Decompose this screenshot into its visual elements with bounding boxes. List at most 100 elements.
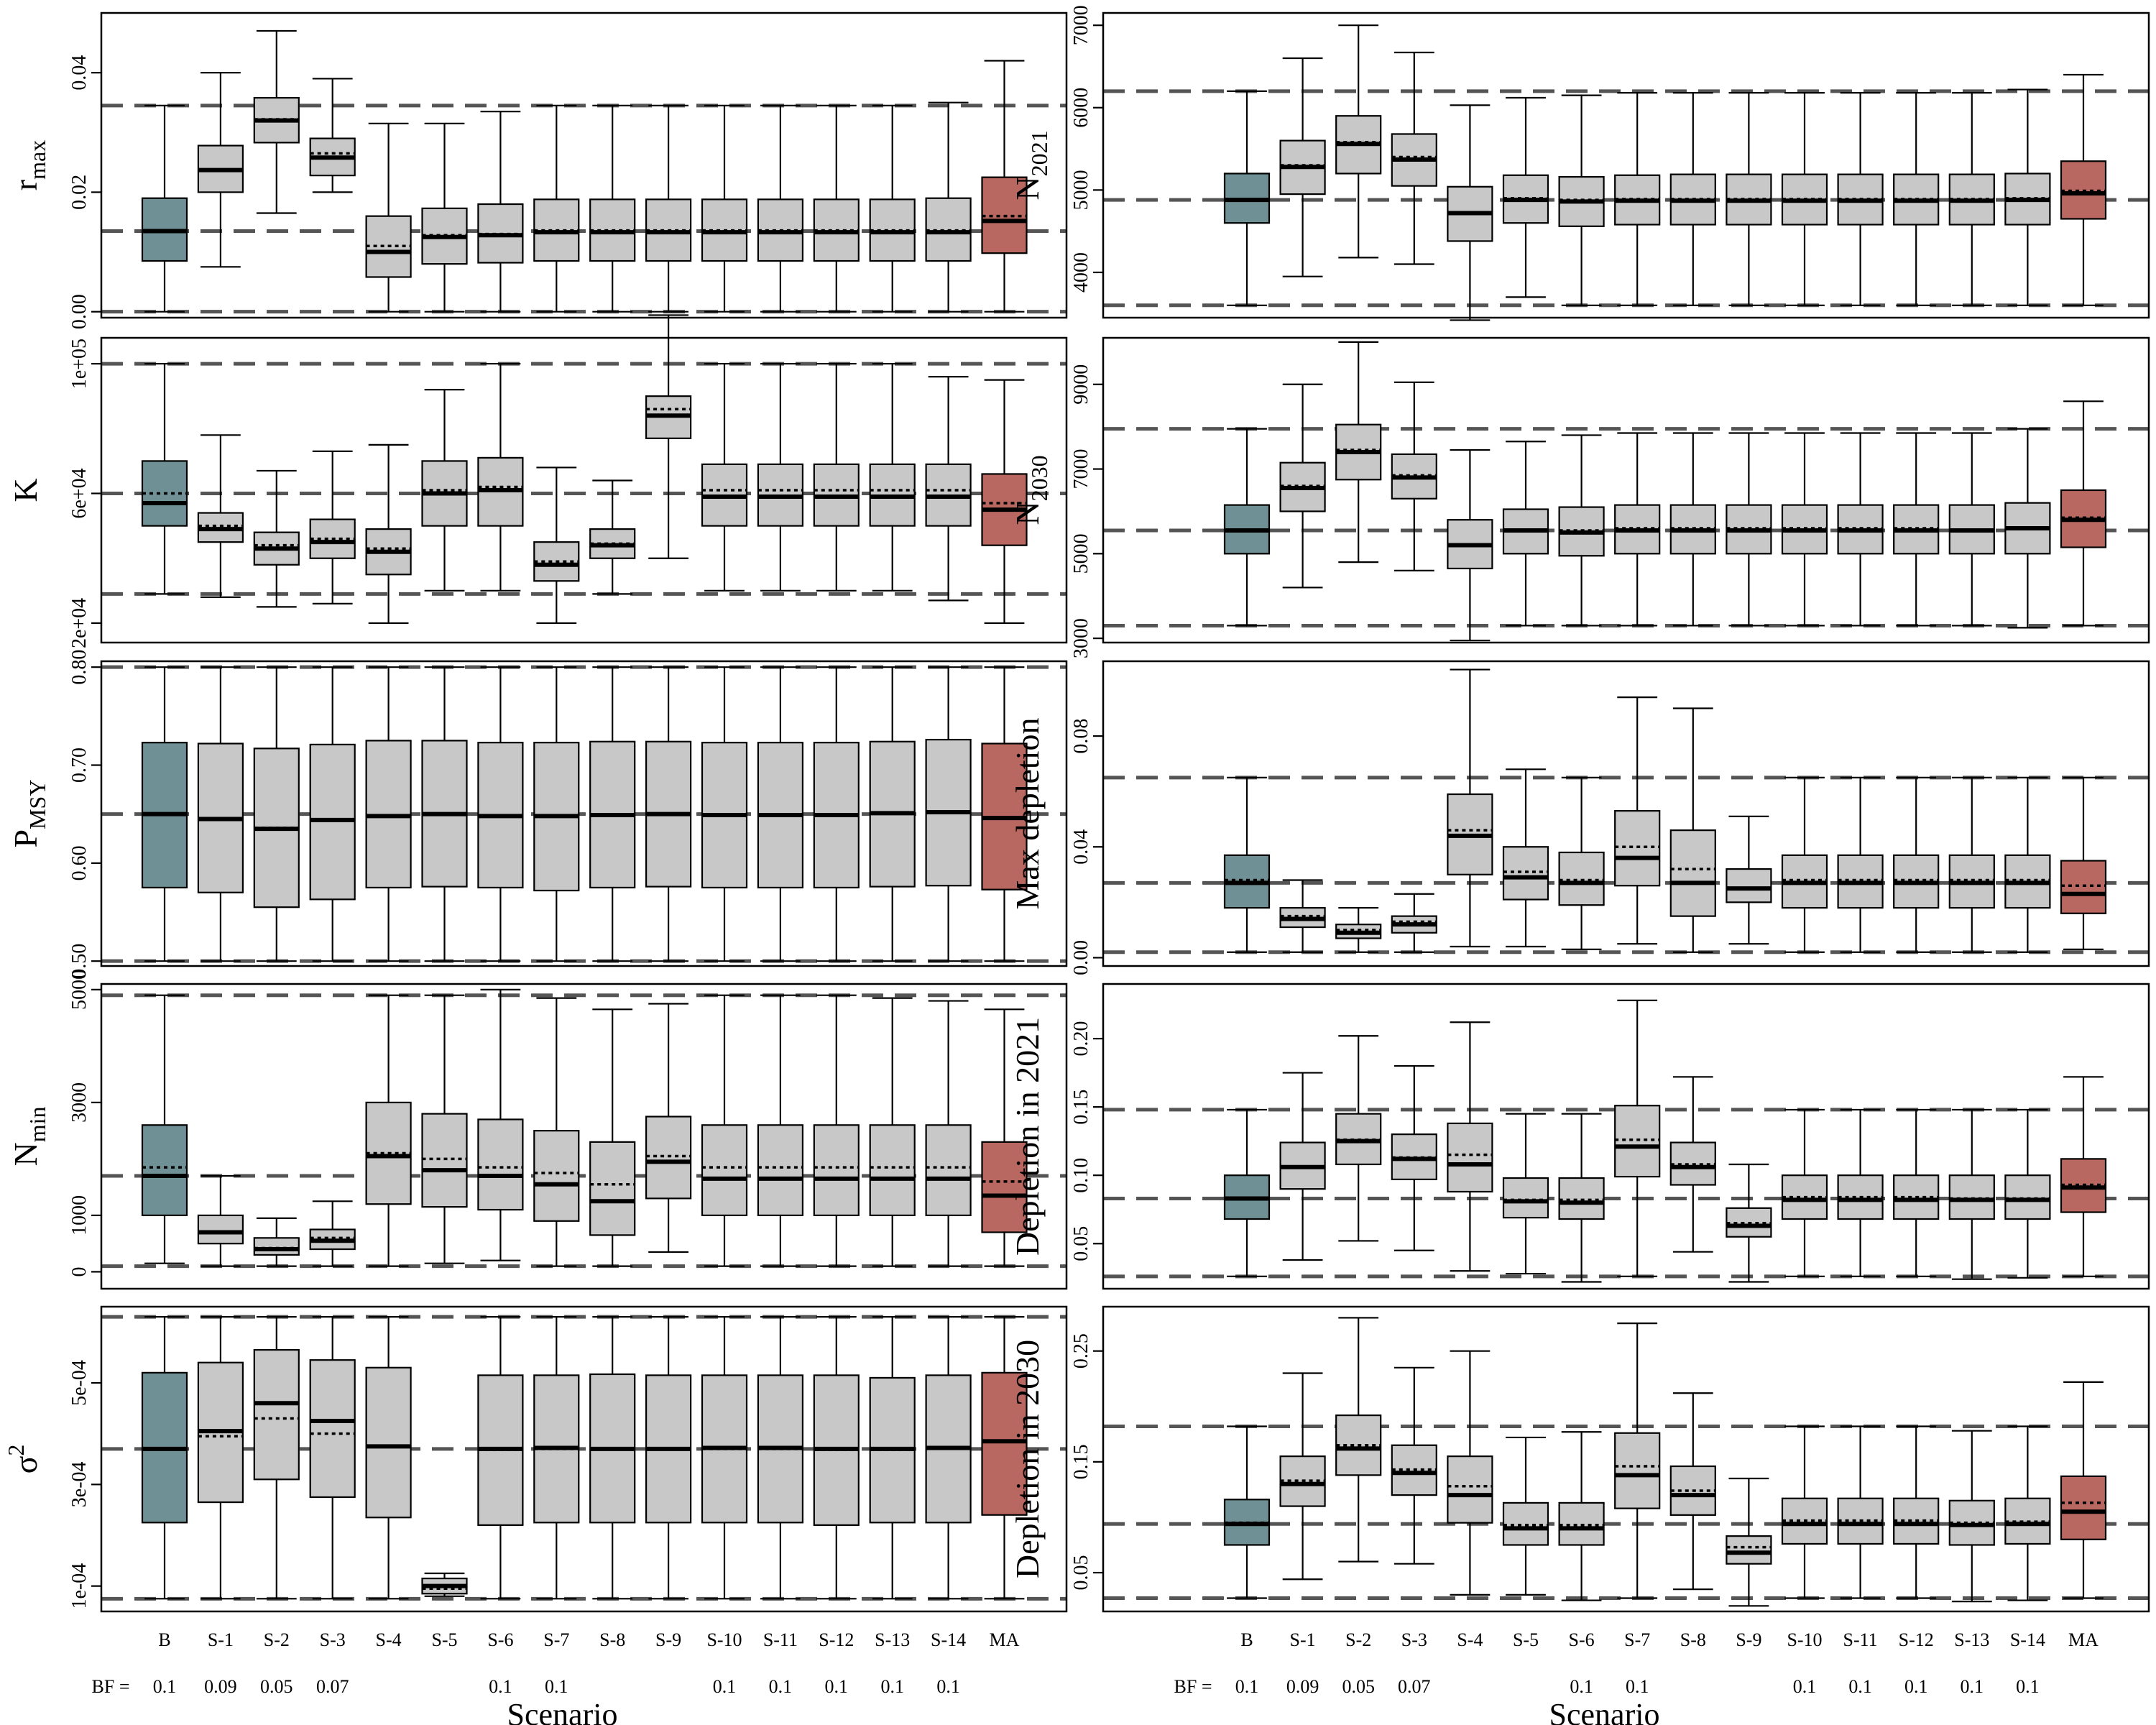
category-label: S-12 (819, 1629, 854, 1650)
y-tick-label: 0.50 (68, 944, 91, 979)
box-S-9 (645, 666, 692, 962)
box-S-12 (813, 1316, 860, 1600)
panel-frame (1102, 1305, 2150, 1613)
box-S-3 (309, 78, 356, 193)
panel-left-4: 1e-04 3e-04 5e-04 σ2 (3, 1305, 1068, 1613)
box-S-2 (1335, 24, 1382, 259)
box-iqr (925, 1124, 972, 1217)
y-axis-title-main: N (1009, 176, 1046, 200)
y-tick-label: 0.08 (1070, 719, 1092, 754)
box-S-7 (1614, 432, 1661, 627)
bf-value: 0.07 (316, 1676, 349, 1697)
y-axis-title-main: Depletion in 2021 (1009, 1017, 1046, 1256)
box-S-3 (1391, 381, 1437, 571)
box-S-5 (421, 122, 468, 313)
y-tick-label: 0.15 (1070, 1444, 1092, 1479)
y-axis-title-main: Max depletion (1009, 718, 1046, 910)
box-S-12 (813, 994, 860, 1267)
category-label: S-10 (706, 1629, 742, 1650)
box-S-10 (1781, 92, 1828, 306)
box-S-1 (197, 434, 244, 598)
panel-left-3: 0 1000 3000 5000 Nmin (7, 970, 1068, 1290)
panel-right-1: 3000 5000 7000 9000 N2030 (1009, 336, 2150, 658)
box-S-8 (589, 104, 636, 313)
box-iqr (589, 1141, 636, 1236)
y-axis-title: Depletion in 2030 (1009, 1340, 1046, 1578)
box-S-6 (1558, 1113, 1605, 1283)
box-S-1 (197, 72, 244, 268)
y-axis-title: PMSY (7, 780, 50, 848)
y-axis-title-subscript: 2030 (1026, 455, 1052, 501)
box-iqr (1614, 1105, 1661, 1178)
box-S-8 (589, 1316, 636, 1600)
panel-right-0: 4000 5000 6000 7000 N2021 (1009, 5, 2150, 321)
box-S-6 (1558, 776, 1605, 950)
box-S-11 (1837, 1108, 1884, 1277)
box-S-6 (477, 111, 524, 313)
box-S-11 (1837, 1425, 1884, 1599)
category-label: S-3 (1401, 1629, 1427, 1650)
box-iqr (1502, 1177, 1549, 1219)
category-label: S-2 (264, 1629, 290, 1650)
box-iqr (197, 1214, 244, 1245)
y-tick-label: 3000 (1070, 618, 1092, 658)
box-iqr (309, 1359, 356, 1499)
box-MA (2060, 1381, 2107, 1599)
box-S-3 (1391, 1366, 1437, 1565)
category-label: S-9 (655, 1629, 681, 1650)
box-B (141, 362, 188, 595)
box-S-2 (1335, 906, 1382, 953)
box-S-3 (1391, 51, 1437, 265)
box-S-5 (421, 994, 468, 1264)
box-S-12 (813, 104, 860, 313)
panel-right-3: 0.05 0.10 0.15 0.20 Depletion in 2021 (1009, 983, 2150, 1290)
panel-left-2: 0.50 0.60 0.70 0.80 PMSY (7, 650, 1068, 979)
box-S-2 (1335, 341, 1382, 564)
x-axis-title: Scenario (1549, 1697, 1660, 1725)
bf-value: 0.1 (489, 1676, 512, 1697)
box-S-4 (365, 122, 412, 313)
y-axis-title-main: σ (7, 1455, 44, 1473)
box-S-2 (1335, 1035, 1382, 1242)
box-S-14 (2004, 88, 2051, 306)
box-S-5 (421, 389, 468, 592)
box-iqr (1948, 1174, 1995, 1220)
box-S-6 (477, 666, 524, 962)
box-MA (981, 666, 1028, 962)
bf-value: 0.05 (1342, 1676, 1375, 1697)
box-S-5 (1502, 1436, 1549, 1596)
box-iqr (1447, 1122, 1493, 1193)
box-S-12 (1893, 1425, 1940, 1599)
y-tick-label: 1e+05 (68, 339, 91, 389)
y-tick-label: 0 (68, 1266, 91, 1276)
box-S-9 (1726, 432, 1772, 627)
panel-frame (1102, 336, 2150, 644)
category-label: S-1 (1290, 1629, 1316, 1650)
box-S-14 (2004, 776, 2051, 953)
box-iqr (1614, 1432, 1661, 1509)
box-MA (981, 379, 1028, 625)
category-label: S-12 (1899, 1629, 1934, 1650)
box-iqr (141, 1124, 188, 1217)
box-S-2 (253, 666, 300, 962)
box-S-9 (645, 104, 692, 313)
box-S-9 (645, 1316, 692, 1600)
bf-value: 0.1 (1961, 1676, 1984, 1697)
box-iqr (1502, 846, 1549, 901)
box-S-6 (1558, 1431, 1605, 1601)
bf-value: 0.1 (825, 1676, 849, 1697)
category-label: S-2 (1345, 1629, 1371, 1650)
box-iqr (813, 1124, 860, 1217)
box-S-8 (1669, 92, 1716, 306)
box-MA (2060, 776, 2107, 950)
panel-frame (100, 983, 1068, 1290)
box-S-8 (589, 666, 636, 962)
box-iqr (1558, 851, 1605, 906)
category-label: S-7 (1624, 1629, 1650, 1650)
box-iqr (1558, 1177, 1605, 1220)
y-axis-title-subscript: MSY (24, 780, 50, 829)
y-tick-label: 0.04 (1070, 829, 1092, 865)
box-MA (981, 1316, 1028, 1600)
box-S-10 (701, 104, 748, 313)
y-axis-title: Depletion in 2021 (1009, 1017, 1046, 1256)
